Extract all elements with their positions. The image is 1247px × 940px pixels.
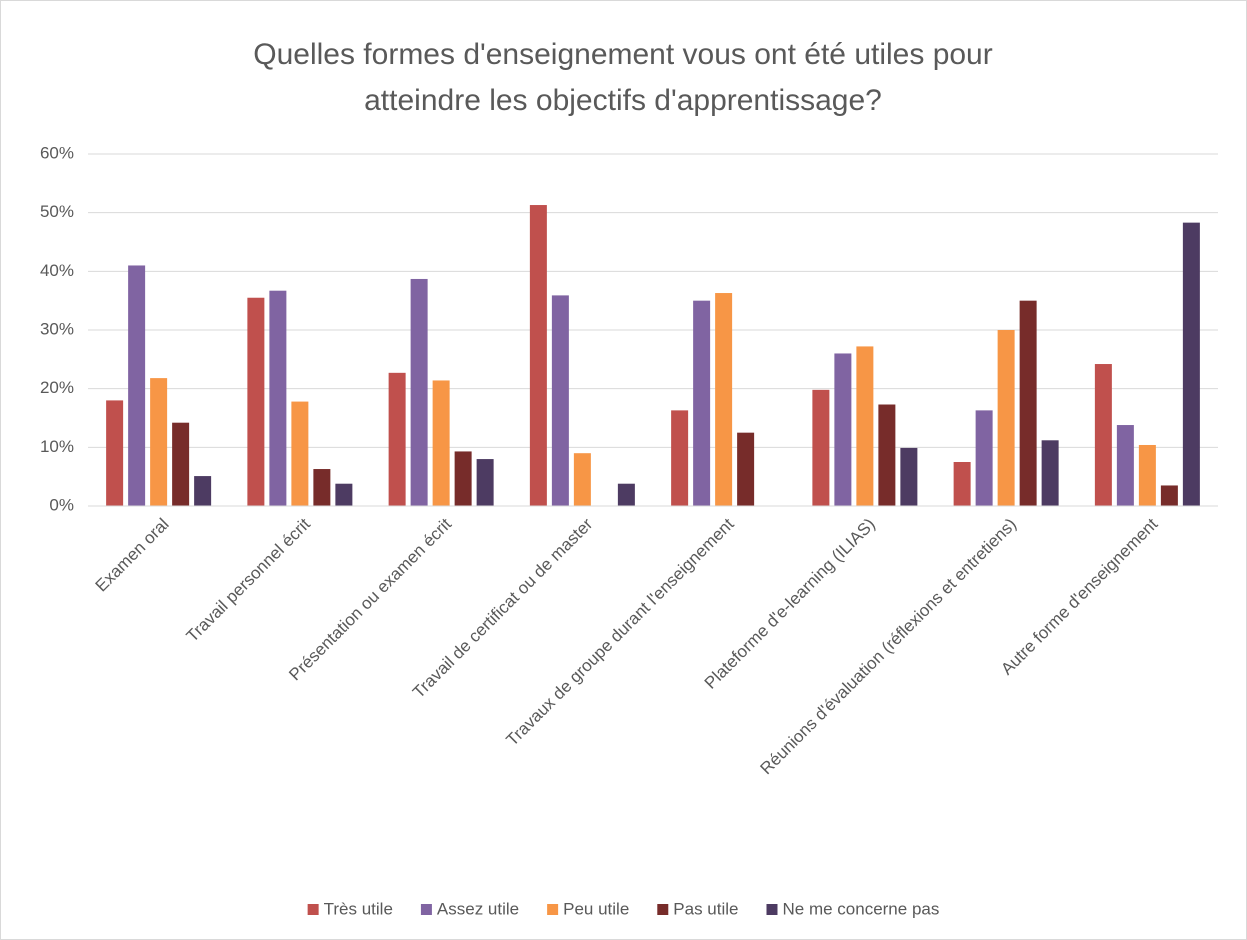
- y-tick-label: 20%: [40, 378, 74, 397]
- bar: [335, 483, 353, 506]
- y-tick-label: 50%: [40, 202, 74, 221]
- y-tick-label: 40%: [40, 261, 74, 280]
- y-tick-label: 30%: [40, 319, 74, 338]
- bar: [997, 330, 1015, 506]
- legend-swatch: [766, 904, 778, 915]
- bar: [715, 293, 733, 506]
- bar: [1138, 444, 1156, 506]
- bar: [812, 389, 830, 506]
- bar: [454, 451, 472, 506]
- bar: [432, 380, 450, 506]
- bar: [573, 453, 591, 506]
- chart-title: Quelles formes d'enseignement vous ont é…: [253, 38, 993, 117]
- legend-swatch: [657, 904, 669, 915]
- bar: [194, 476, 212, 506]
- bar: [128, 265, 146, 506]
- bar: [529, 205, 547, 507]
- bar: [172, 422, 190, 506]
- legend-swatch: [307, 904, 319, 915]
- bar: [900, 447, 918, 506]
- legend-label: Peu utile: [563, 899, 629, 918]
- bar: [953, 462, 971, 506]
- bar: [1182, 222, 1200, 506]
- legend-label: Ne me concerne pas: [782, 899, 939, 918]
- bar: [150, 378, 168, 506]
- bar: [1041, 440, 1059, 506]
- bar: [247, 297, 265, 506]
- bar: [410, 278, 428, 506]
- y-tick-label: 0%: [49, 495, 74, 514]
- y-tick-label: 10%: [40, 437, 74, 456]
- bar: [291, 401, 309, 506]
- bar: [975, 410, 993, 506]
- bar: [617, 483, 635, 506]
- legend-label: Pas utile: [673, 899, 738, 918]
- bar: [737, 432, 755, 506]
- y-tick-label: 60%: [40, 143, 74, 162]
- bar: [269, 290, 287, 506]
- bar: [1094, 364, 1112, 506]
- bar: [106, 400, 124, 506]
- bar: [313, 469, 331, 506]
- legend-swatch: [420, 904, 432, 915]
- bar: [856, 346, 874, 506]
- legend-swatch: [547, 904, 559, 915]
- bar: [1160, 485, 1178, 506]
- legend-label: Très utile: [324, 899, 393, 918]
- bar: [693, 300, 711, 506]
- bar: [1019, 300, 1037, 506]
- bar: [551, 295, 569, 506]
- legend: Très utile Assez utile Peu utile Pas utile N…: [307, 899, 939, 918]
- bar: [388, 372, 406, 506]
- bar: [834, 353, 852, 506]
- bar: [671, 410, 689, 506]
- bar: [878, 404, 896, 506]
- legend-label: Assez utile: [437, 899, 519, 918]
- bar: [476, 459, 494, 506]
- bar: [1116, 425, 1134, 506]
